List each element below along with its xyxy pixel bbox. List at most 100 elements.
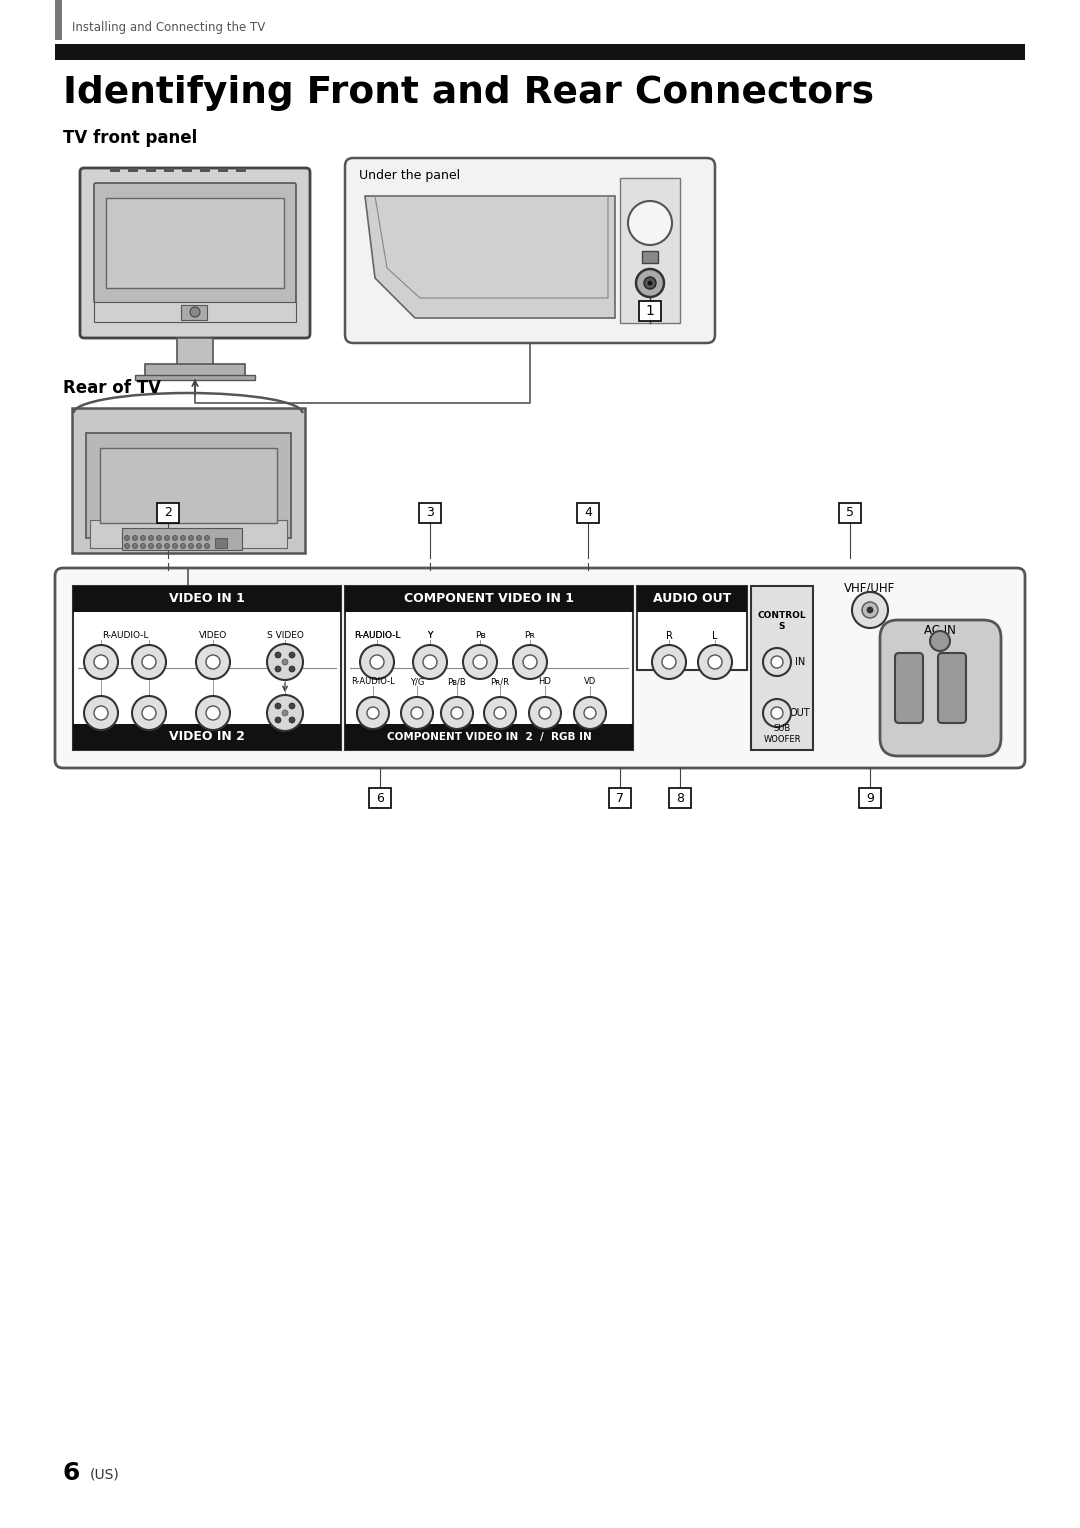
Circle shape xyxy=(370,656,384,669)
Circle shape xyxy=(289,652,295,659)
Circle shape xyxy=(190,307,200,316)
Text: 6: 6 xyxy=(376,792,383,805)
Bar xyxy=(237,168,246,173)
Circle shape xyxy=(708,656,723,669)
Text: COMPONENT VIDEO IN  2  /  RGB IN: COMPONENT VIDEO IN 2 / RGB IN xyxy=(387,732,592,743)
Text: L: L xyxy=(712,631,718,642)
Bar xyxy=(839,503,861,523)
Text: SUB
WOOFER: SUB WOOFER xyxy=(764,724,800,744)
Circle shape xyxy=(573,697,606,729)
Text: Installing and Connecting the TV: Installing and Connecting the TV xyxy=(72,21,266,35)
Circle shape xyxy=(636,269,664,296)
Circle shape xyxy=(195,695,230,730)
Circle shape xyxy=(867,607,873,613)
Bar xyxy=(177,338,213,367)
Circle shape xyxy=(275,652,281,659)
Circle shape xyxy=(357,697,389,729)
Circle shape xyxy=(164,535,170,541)
Text: OUT: OUT xyxy=(789,707,810,718)
Circle shape xyxy=(180,535,186,541)
Bar xyxy=(90,520,287,549)
Bar xyxy=(183,168,192,173)
Bar xyxy=(637,587,747,613)
Text: R-AUDIO-L: R-AUDIO-L xyxy=(354,631,401,640)
Bar xyxy=(73,587,341,613)
Circle shape xyxy=(180,544,186,549)
Bar xyxy=(669,788,691,808)
Circle shape xyxy=(289,666,295,672)
Circle shape xyxy=(206,706,220,720)
FancyBboxPatch shape xyxy=(345,157,715,342)
Text: Pʙ/B: Pʙ/B xyxy=(447,677,467,686)
Circle shape xyxy=(584,707,596,720)
Circle shape xyxy=(411,707,423,720)
Circle shape xyxy=(494,707,507,720)
Circle shape xyxy=(289,703,295,709)
Bar xyxy=(122,529,242,550)
Bar xyxy=(345,587,633,750)
Circle shape xyxy=(133,544,137,549)
Bar xyxy=(110,168,120,173)
Circle shape xyxy=(132,645,166,678)
Bar xyxy=(145,364,245,376)
FancyBboxPatch shape xyxy=(880,620,1001,756)
Circle shape xyxy=(367,707,379,720)
Bar xyxy=(642,251,658,263)
Text: 7: 7 xyxy=(616,792,624,805)
Text: S VIDEO: S VIDEO xyxy=(267,631,303,640)
Text: TV front panel: TV front panel xyxy=(63,128,198,147)
Bar xyxy=(215,538,227,549)
Bar xyxy=(200,168,210,173)
Circle shape xyxy=(149,535,153,541)
Text: Pʙ: Pʙ xyxy=(475,631,485,640)
Circle shape xyxy=(441,697,473,729)
Bar xyxy=(157,503,179,523)
Bar xyxy=(94,303,296,322)
Bar xyxy=(639,301,661,321)
Text: 6: 6 xyxy=(63,1461,80,1485)
Bar xyxy=(419,503,441,523)
Circle shape xyxy=(771,656,783,668)
Circle shape xyxy=(360,645,394,678)
Circle shape xyxy=(124,535,130,541)
Circle shape xyxy=(282,711,288,717)
FancyBboxPatch shape xyxy=(80,168,310,338)
Bar xyxy=(369,788,391,808)
Circle shape xyxy=(451,707,463,720)
Circle shape xyxy=(423,656,437,669)
Circle shape xyxy=(157,535,162,541)
Circle shape xyxy=(189,544,193,549)
Circle shape xyxy=(862,602,878,617)
Circle shape xyxy=(289,717,295,723)
Text: 5: 5 xyxy=(846,506,854,520)
Circle shape xyxy=(173,535,177,541)
FancyBboxPatch shape xyxy=(55,568,1025,769)
Circle shape xyxy=(189,535,193,541)
Circle shape xyxy=(84,695,118,730)
Bar xyxy=(181,306,207,319)
Circle shape xyxy=(529,697,561,729)
Circle shape xyxy=(275,666,281,672)
Circle shape xyxy=(644,277,656,289)
Circle shape xyxy=(84,645,118,678)
Bar xyxy=(72,408,305,553)
Bar xyxy=(218,168,228,173)
Text: 3: 3 xyxy=(427,506,434,520)
Bar xyxy=(751,587,813,750)
Text: VD: VD xyxy=(584,677,596,686)
Bar xyxy=(146,168,156,173)
Circle shape xyxy=(132,695,166,730)
Text: 1: 1 xyxy=(646,304,654,318)
Circle shape xyxy=(267,695,303,730)
Text: Y/G: Y/G xyxy=(409,677,424,686)
Circle shape xyxy=(484,697,516,729)
Circle shape xyxy=(267,643,303,680)
Circle shape xyxy=(762,648,791,675)
Text: 8: 8 xyxy=(676,792,684,805)
Circle shape xyxy=(275,703,281,709)
Text: 4: 4 xyxy=(584,506,592,520)
Text: VIDEO IN 2: VIDEO IN 2 xyxy=(170,730,245,744)
Text: 2: 2 xyxy=(164,506,172,520)
Circle shape xyxy=(282,659,288,665)
Circle shape xyxy=(643,270,657,286)
